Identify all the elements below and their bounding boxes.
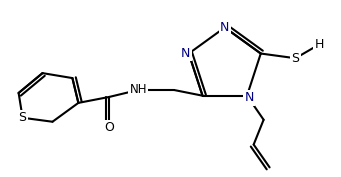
Text: O: O — [104, 121, 114, 134]
Text: S: S — [292, 52, 299, 65]
Text: NH: NH — [129, 84, 147, 96]
Text: N: N — [220, 21, 229, 34]
Text: S: S — [19, 111, 27, 124]
Text: H: H — [315, 38, 324, 51]
Text: N: N — [244, 91, 254, 104]
Text: N: N — [181, 47, 191, 60]
